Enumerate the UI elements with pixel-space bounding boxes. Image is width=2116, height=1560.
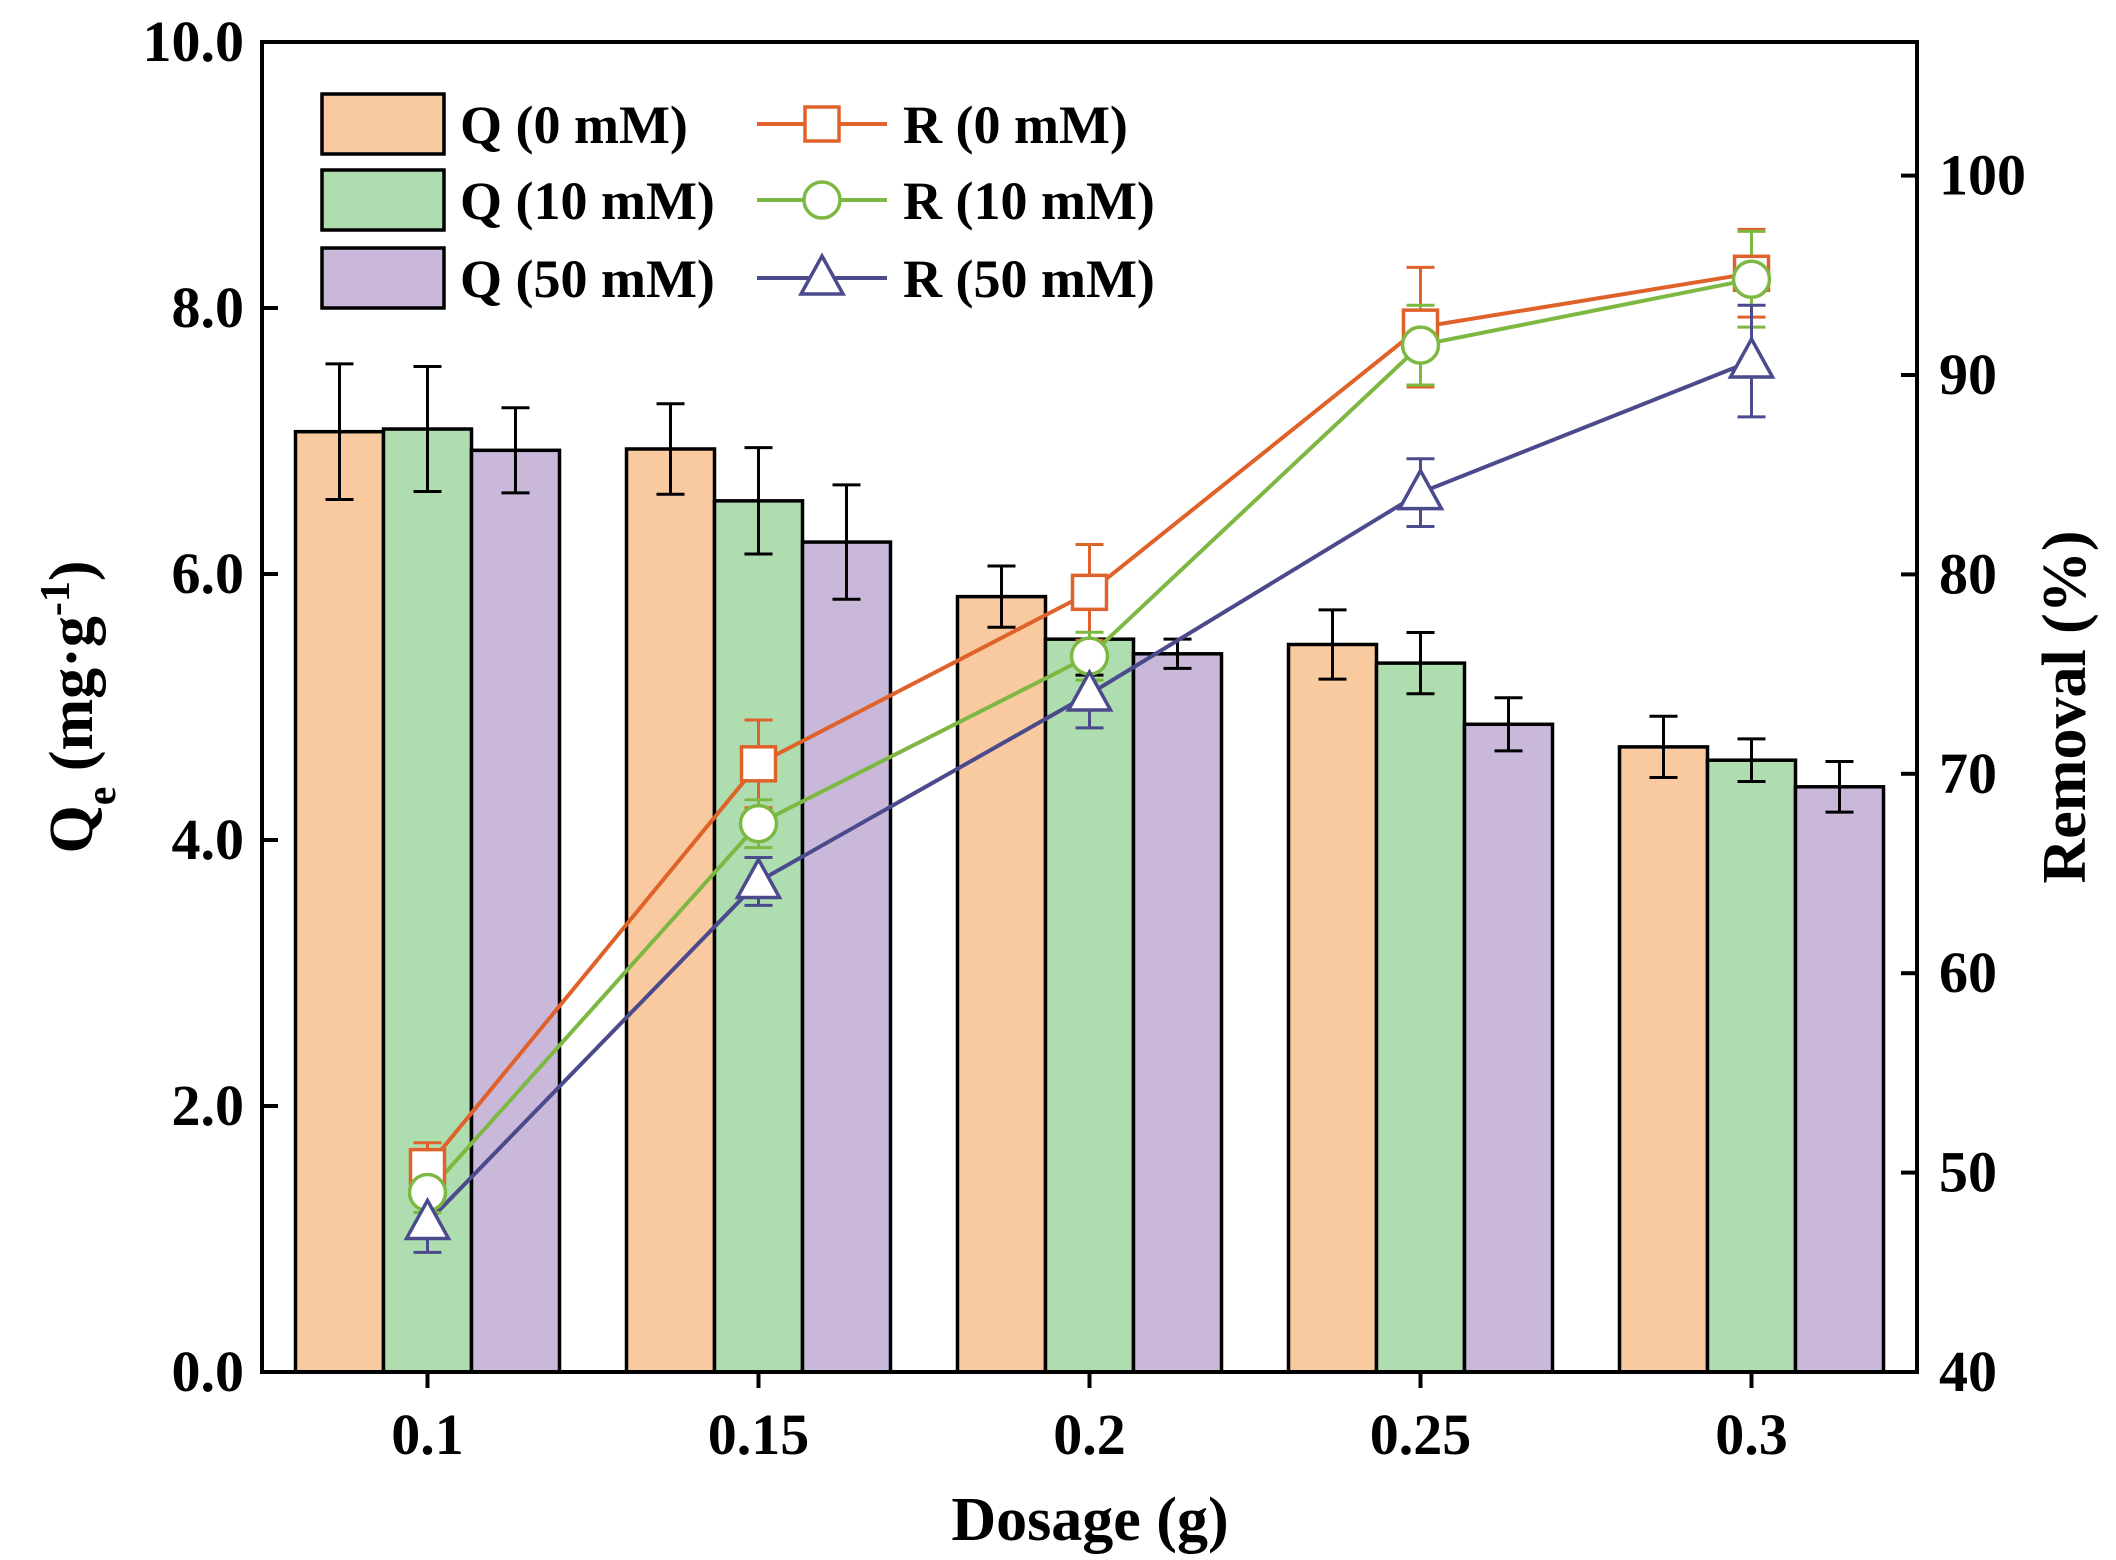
y2-tick-label: 100 <box>1939 143 2026 208</box>
legend-marker <box>803 105 841 143</box>
y2-tick-label: 70 <box>1939 741 1997 806</box>
y-tick-label: 8.0 <box>172 275 245 340</box>
line-point <box>739 745 778 783</box>
x-tick-label: 0.3 <box>1715 1402 1788 1467</box>
line-point <box>734 855 783 900</box>
x-tick-label: 0.2 <box>1053 1402 1126 1467</box>
line-point <box>1400 325 1441 365</box>
lines-layer <box>403 227 1776 1254</box>
legend-marker <box>798 252 846 296</box>
legend-label: R (50 mM) <box>903 249 1155 309</box>
bar <box>1286 642 1379 1374</box>
legend-swatch <box>320 246 446 310</box>
y-tick-label: 0.0 <box>172 1339 245 1404</box>
bar <box>1374 661 1467 1374</box>
y2-tick-label: 90 <box>1939 342 1997 407</box>
bar <box>1793 785 1886 1374</box>
x-tick-label: 0.1 <box>391 1402 464 1467</box>
bar <box>1043 637 1136 1374</box>
bar <box>800 540 893 1374</box>
bar <box>955 594 1048 1374</box>
y-tick-label: 10.0 <box>143 9 245 74</box>
legend-swatch <box>320 168 446 232</box>
axes-layer: 0.0 2.0 4.0 6.0 8.0 10.0 40 50 60 70 80 90 100 0.1 0.1… <box>143 9 2027 1467</box>
x-tick-label: 0.15 <box>708 1402 810 1467</box>
bar <box>712 499 805 1374</box>
line-point <box>738 803 779 844</box>
bar <box>1462 722 1555 1374</box>
y2-tick-label: 80 <box>1939 541 1997 606</box>
legend-label: Q (10 mM) <box>460 171 715 231</box>
y-axis-title: Qe (mg·g-1) <box>33 560 125 853</box>
bar <box>293 429 386 1374</box>
line-point <box>1070 573 1109 612</box>
y-tick-label: 6.0 <box>172 541 245 606</box>
y2-tick-label: 50 <box>1939 1140 1997 1205</box>
y-tick-label: 2.0 <box>172 1073 245 1138</box>
legend-label: Q (0 mM) <box>460 95 688 155</box>
line-point <box>1396 467 1445 511</box>
x-tick-label: 0.25 <box>1370 1402 1472 1467</box>
x-axis-title: Dosage (g) <box>951 1486 1228 1554</box>
legend: Q (0 mM) Q (10 mM) Q (50 mM) R (0 mM) R (10 … <box>320 92 1155 310</box>
line-point <box>1731 259 1772 300</box>
legend-label: R (10 mM) <box>903 171 1155 231</box>
legend-marker <box>802 180 842 220</box>
line-point <box>1727 335 1776 379</box>
bar <box>1617 745 1710 1374</box>
y-tick-label: 4.0 <box>172 807 245 872</box>
y2-tick-label: 60 <box>1939 940 1997 1005</box>
legend-swatch <box>320 92 446 156</box>
line-point <box>403 1196 452 1241</box>
legend-label: R (0 mM) <box>903 95 1128 155</box>
bar <box>1131 652 1224 1374</box>
bar <box>469 448 562 1374</box>
legend-label: Q (50 mM) <box>460 249 715 309</box>
bar <box>1705 758 1798 1374</box>
y2-axis-title: Removal (%) <box>2031 531 2099 884</box>
line-point <box>1065 668 1114 712</box>
y2-tick-label: 40 <box>1939 1339 1997 1404</box>
bars-layer <box>293 362 1886 1374</box>
